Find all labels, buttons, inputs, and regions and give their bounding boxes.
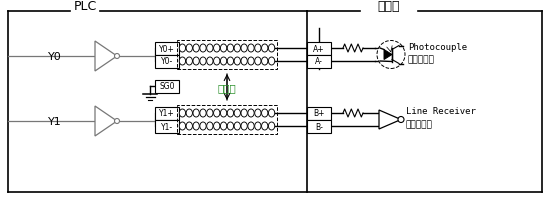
- Ellipse shape: [255, 58, 261, 66]
- Ellipse shape: [227, 45, 234, 53]
- Ellipse shape: [234, 58, 240, 66]
- Text: A+: A+: [313, 44, 325, 53]
- Ellipse shape: [213, 45, 220, 53]
- Ellipse shape: [234, 110, 240, 118]
- Ellipse shape: [179, 45, 185, 53]
- Text: SG0: SG0: [160, 82, 175, 91]
- Text: Y1-: Y1-: [161, 122, 173, 131]
- Ellipse shape: [200, 122, 206, 130]
- Bar: [155, 80, 179, 93]
- Bar: [307, 42, 331, 55]
- Text: 输入之配线: 输入之配线: [406, 120, 433, 129]
- Text: Y1: Y1: [48, 116, 62, 126]
- Ellipse shape: [268, 110, 275, 118]
- Ellipse shape: [193, 45, 199, 53]
- Ellipse shape: [193, 122, 199, 130]
- Bar: [155, 120, 179, 133]
- Text: 输入之配线: 输入之配线: [408, 55, 435, 64]
- Bar: [155, 55, 179, 68]
- Ellipse shape: [179, 122, 185, 130]
- Ellipse shape: [186, 110, 192, 118]
- Ellipse shape: [241, 45, 248, 53]
- Ellipse shape: [268, 122, 275, 130]
- Circle shape: [398, 117, 404, 123]
- Ellipse shape: [200, 45, 206, 53]
- Ellipse shape: [200, 58, 206, 66]
- Ellipse shape: [227, 122, 234, 130]
- Bar: [307, 120, 331, 133]
- Ellipse shape: [262, 45, 268, 53]
- Bar: [155, 42, 179, 55]
- Text: 驱动器: 驱动器: [378, 0, 400, 13]
- Ellipse shape: [207, 58, 213, 66]
- Ellipse shape: [227, 58, 234, 66]
- Ellipse shape: [207, 45, 213, 53]
- Text: Photocouple: Photocouple: [408, 42, 467, 51]
- Ellipse shape: [186, 58, 192, 66]
- Bar: [155, 107, 179, 120]
- Ellipse shape: [241, 110, 248, 118]
- Ellipse shape: [255, 45, 261, 53]
- Ellipse shape: [221, 58, 227, 66]
- Ellipse shape: [248, 45, 254, 53]
- Ellipse shape: [234, 45, 240, 53]
- Text: A-: A-: [315, 57, 323, 66]
- Ellipse shape: [213, 110, 220, 118]
- Ellipse shape: [248, 122, 254, 130]
- Circle shape: [114, 54, 119, 59]
- Ellipse shape: [268, 45, 275, 53]
- Ellipse shape: [262, 122, 268, 130]
- Ellipse shape: [186, 45, 192, 53]
- Text: B-: B-: [315, 122, 323, 131]
- Ellipse shape: [179, 58, 185, 66]
- Text: B+: B+: [314, 109, 324, 118]
- Ellipse shape: [248, 58, 254, 66]
- Text: Y0-: Y0-: [161, 57, 173, 66]
- Ellipse shape: [221, 45, 227, 53]
- Ellipse shape: [221, 110, 227, 118]
- Ellipse shape: [213, 58, 220, 66]
- Text: Y0+: Y0+: [159, 44, 175, 53]
- Ellipse shape: [241, 58, 248, 66]
- Bar: [307, 55, 331, 68]
- Ellipse shape: [255, 110, 261, 118]
- Ellipse shape: [248, 110, 254, 118]
- Ellipse shape: [227, 110, 234, 118]
- Ellipse shape: [262, 110, 268, 118]
- Bar: [177, 105, 277, 134]
- Circle shape: [114, 119, 119, 124]
- Ellipse shape: [200, 110, 206, 118]
- Ellipse shape: [179, 110, 185, 118]
- Ellipse shape: [241, 122, 248, 130]
- Text: Y0: Y0: [48, 52, 62, 62]
- Bar: [177, 41, 277, 70]
- Ellipse shape: [193, 110, 199, 118]
- Text: 双纽线: 双纽线: [218, 83, 236, 93]
- Text: Y1+: Y1+: [159, 109, 175, 118]
- Polygon shape: [384, 50, 392, 60]
- Ellipse shape: [186, 122, 192, 130]
- Ellipse shape: [262, 58, 268, 66]
- Text: PLC: PLC: [73, 0, 97, 13]
- Polygon shape: [95, 42, 117, 72]
- Text: Line Receiver: Line Receiver: [406, 107, 476, 116]
- Ellipse shape: [213, 122, 220, 130]
- Ellipse shape: [193, 58, 199, 66]
- Ellipse shape: [255, 122, 261, 130]
- Ellipse shape: [234, 122, 240, 130]
- Polygon shape: [95, 106, 117, 136]
- Ellipse shape: [221, 122, 227, 130]
- Ellipse shape: [268, 58, 275, 66]
- Ellipse shape: [207, 122, 213, 130]
- Circle shape: [377, 41, 405, 69]
- Ellipse shape: [207, 110, 213, 118]
- Polygon shape: [379, 110, 401, 129]
- Bar: [307, 107, 331, 120]
